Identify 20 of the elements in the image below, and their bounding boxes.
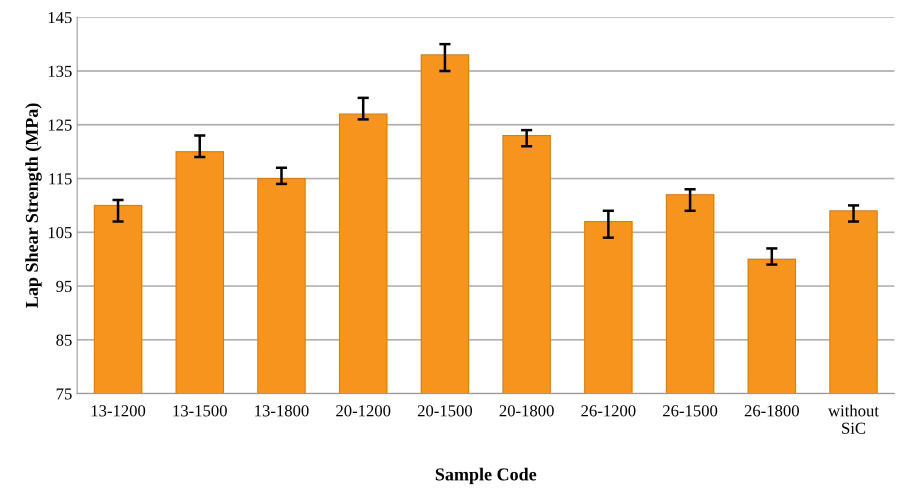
y-tick-label: 85 bbox=[56, 334, 72, 346]
y-tick-label: 145 bbox=[48, 12, 72, 24]
x-tick-label: 13-1800 bbox=[255, 405, 309, 416]
x-tick-label: without SiC bbox=[828, 404, 879, 434]
y-axis-title: Lap Shear Strength (MPa) bbox=[25, 103, 42, 308]
x-tick-label: 13-1200 bbox=[92, 405, 146, 416]
x-tick-label: 20-1800 bbox=[500, 405, 554, 416]
x-tick-label: 26-1800 bbox=[744, 405, 799, 416]
x-tick-label: 26-1200 bbox=[581, 405, 636, 416]
y-tick-label: 105 bbox=[48, 226, 72, 238]
x-axis-title: Sample Code bbox=[436, 468, 536, 484]
x-tick-label: 13-1500 bbox=[173, 405, 227, 416]
y-tick-label: 95 bbox=[56, 280, 72, 292]
x-tick-label: 20-1200 bbox=[336, 405, 390, 416]
x-tick-label: 26-1500 bbox=[663, 405, 718, 416]
y-tick-label: 75 bbox=[56, 388, 72, 400]
y-tick-label: 125 bbox=[48, 120, 72, 131]
x-tick-label: 20-1500 bbox=[418, 405, 472, 416]
y-tick-label: 135 bbox=[48, 66, 72, 77]
y-tick-label: 115 bbox=[49, 173, 72, 184]
